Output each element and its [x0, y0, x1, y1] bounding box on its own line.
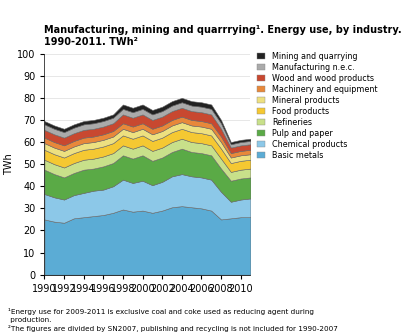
Text: Manufacturing, mining and quarrrying¹. Energy use, by industry.
1990-2011. TWh²: Manufacturing, mining and quarrrying¹. E…: [44, 25, 402, 47]
Legend: Mining and quarrying, Manufacturing n.e.c., Wood and wood products, Machinery an: Mining and quarrying, Manufacturing n.e.…: [257, 51, 378, 161]
Y-axis label: TWh: TWh: [4, 153, 14, 175]
Text: ¹Energy use for 2009-2011 is exclusive coal and coke used as reducing agent duri: ¹Energy use for 2009-2011 is exclusive c…: [8, 308, 338, 332]
